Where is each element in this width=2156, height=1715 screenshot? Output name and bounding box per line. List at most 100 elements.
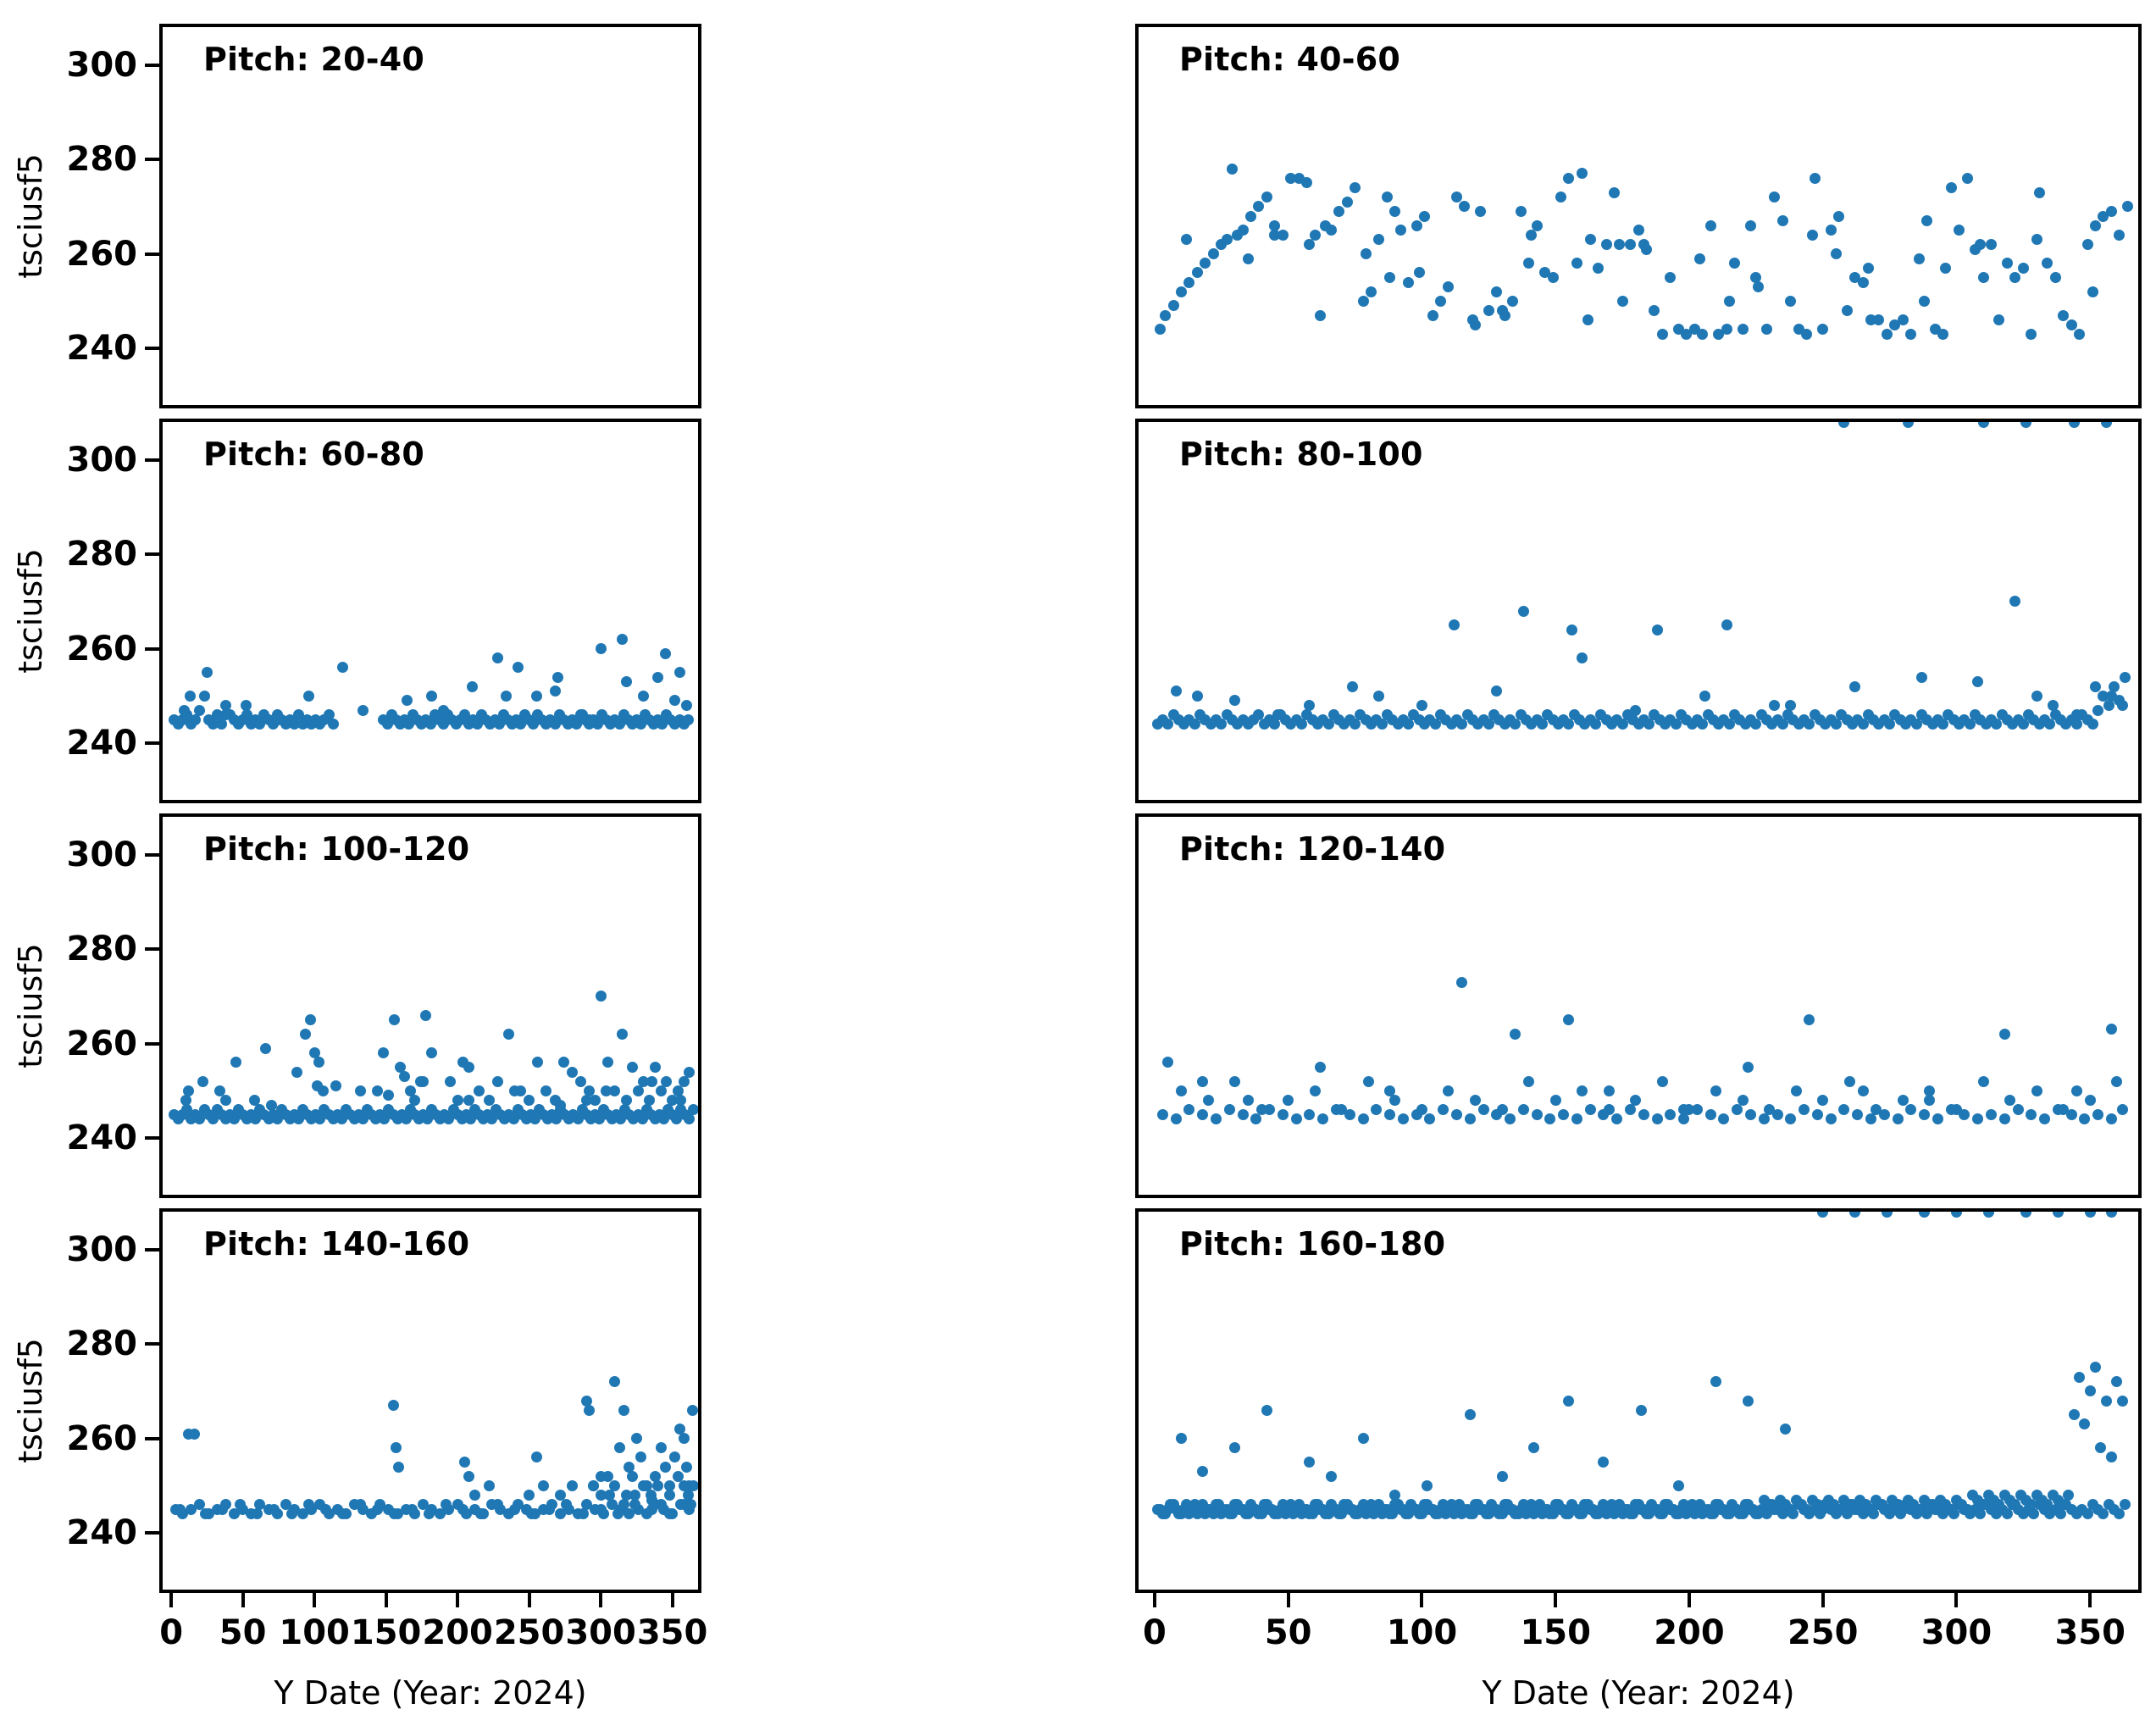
data-point <box>383 1090 395 1102</box>
data-point <box>1577 1508 1588 1520</box>
data-point <box>2114 1508 2126 1520</box>
data-point <box>1632 225 1644 236</box>
data-point <box>1384 1085 1396 1096</box>
x-axis-label: Y Date (Year: 2024) <box>1482 1674 1795 1712</box>
data-point <box>2105 690 2117 702</box>
data-point <box>688 1104 698 1116</box>
data-point <box>357 704 369 716</box>
data-point <box>426 690 438 702</box>
data-point <box>2065 1108 2077 1120</box>
data-point <box>230 1057 241 1068</box>
data-point <box>2020 422 2031 428</box>
data-point <box>1528 1508 1540 1520</box>
data-point <box>1416 1508 1427 1520</box>
panel-title: Pitch: 160-180 <box>1179 1225 1446 1263</box>
data-point <box>1862 262 1874 274</box>
x-tick-label: 100 <box>279 1613 350 1652</box>
data-point <box>1272 709 1283 721</box>
data-point <box>297 1508 309 1520</box>
data-point <box>1975 238 1987 250</box>
plot-area <box>1139 1212 2138 1590</box>
data-point <box>1242 253 1254 264</box>
data-point <box>1456 719 1468 730</box>
data-point <box>293 1113 305 1125</box>
data-point <box>1954 225 1965 236</box>
data-point <box>1838 422 1850 428</box>
data-point <box>540 1085 552 1096</box>
data-point <box>2114 229 2126 241</box>
y-tick-mark <box>145 647 159 651</box>
data-point <box>1833 210 1845 222</box>
data-point <box>1780 1423 1792 1435</box>
x-tick-mark <box>456 1593 460 1607</box>
data-point <box>1625 238 1637 250</box>
data-point <box>2009 1499 2021 1511</box>
data-point <box>1656 1075 1668 1087</box>
data-point <box>1873 314 1885 326</box>
data-point <box>1776 719 1788 730</box>
data-point <box>2084 1385 2096 1397</box>
data-point <box>663 1490 675 1501</box>
data-point <box>685 1499 697 1511</box>
data-point <box>2081 1508 2093 1520</box>
data-point <box>1897 1503 1909 1515</box>
data-point <box>200 1508 212 1520</box>
data-point <box>2070 1085 2082 1096</box>
x-tick-mark <box>599 1593 603 1607</box>
data-point <box>1322 719 1334 730</box>
data-point <box>1253 201 1265 213</box>
data-point <box>1625 1104 1637 1116</box>
data-point <box>1635 1404 1647 1416</box>
data-point <box>638 1075 650 1087</box>
data-point <box>1932 1113 1943 1125</box>
data-point <box>1496 1508 1508 1520</box>
data-point <box>1528 1442 1540 1454</box>
data-point <box>607 1499 618 1511</box>
panel-pitch-140-160: Pitch: 140-160 <box>159 1208 701 1593</box>
data-point <box>1237 1108 1249 1120</box>
data-point <box>1566 624 1577 635</box>
data-point <box>1226 163 1238 175</box>
data-point <box>1413 267 1425 279</box>
data-point <box>1758 1113 1770 1125</box>
data-point <box>1998 1113 2010 1125</box>
data-point <box>483 1095 495 1106</box>
data-point <box>2090 1362 2102 1374</box>
data-point <box>1750 271 1762 283</box>
data-point <box>468 1490 480 1501</box>
data-point <box>1301 177 1313 189</box>
data-point <box>1825 225 1837 236</box>
data-point <box>1841 305 1853 316</box>
data-point <box>673 1423 685 1435</box>
data-point <box>1464 1409 1476 1421</box>
data-point <box>566 1479 578 1491</box>
data-point <box>1723 719 1735 730</box>
data-point <box>2012 1104 2024 1116</box>
data-point <box>1785 700 1797 711</box>
data-point <box>466 680 478 692</box>
data-point <box>198 690 210 702</box>
y-tick-label: 260 <box>66 234 138 274</box>
data-point <box>2055 1508 2066 1520</box>
data-point <box>1432 1508 1444 1520</box>
data-point <box>578 1508 590 1520</box>
data-point <box>2095 1442 2107 1454</box>
data-point <box>1373 690 1385 702</box>
data-point <box>584 713 596 725</box>
data-point <box>1651 624 1663 635</box>
data-point <box>2026 1108 2037 1120</box>
data-point <box>1536 719 1548 730</box>
data-point <box>1571 258 1582 269</box>
data-point <box>532 1057 544 1068</box>
data-point <box>1977 271 1989 283</box>
data-point <box>1672 1508 1684 1520</box>
y-tick-mark <box>145 458 159 462</box>
data-point <box>1384 1108 1396 1120</box>
panel-title: Pitch: 40-60 <box>1179 41 1400 78</box>
data-point <box>1272 1508 1283 1520</box>
data-point <box>1688 1508 1700 1520</box>
data-point <box>1517 605 1529 617</box>
data-point <box>1531 1108 1543 1120</box>
data-point <box>549 685 561 697</box>
data-point <box>609 1376 621 1388</box>
